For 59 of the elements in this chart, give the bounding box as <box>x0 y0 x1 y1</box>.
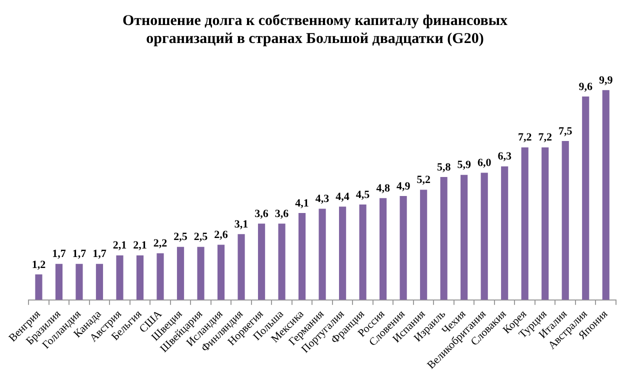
data-label: 4,8 <box>376 182 390 195</box>
data-label: 2,5 <box>194 231 208 244</box>
data-label: 9,6 <box>578 80 593 93</box>
data-label: 6,0 <box>477 157 492 170</box>
data-label: 6,3 <box>498 150 512 163</box>
data-label: 3,1 <box>234 218 248 231</box>
bar <box>176 246 184 300</box>
bar <box>339 206 346 300</box>
data-label: 1,2 <box>32 258 46 271</box>
data-label: 3,6 <box>254 208 269 220</box>
data-label: 4,1 <box>295 197 309 210</box>
bar <box>278 224 286 300</box>
bar <box>96 264 104 300</box>
bar <box>238 234 245 300</box>
bar <box>420 190 428 300</box>
data-label: 2,1 <box>133 240 147 252</box>
bar <box>501 166 508 300</box>
bar <box>136 255 144 300</box>
bar <box>582 96 590 300</box>
bar <box>116 255 124 300</box>
bar <box>197 246 204 300</box>
bar <box>480 172 488 300</box>
data-label: 9,9 <box>598 74 614 86</box>
bar <box>55 264 63 300</box>
data-label: 5,2 <box>416 174 431 186</box>
data-label: 2,5 <box>174 231 188 244</box>
data-label: 2,2 <box>153 238 168 250</box>
data-label: 4,4 <box>336 190 350 203</box>
bar <box>562 140 569 300</box>
bar <box>76 264 83 300</box>
data-label: 7,5 <box>558 125 573 138</box>
data-label: 7,2 <box>518 132 532 144</box>
bar <box>380 198 387 300</box>
data-label: 1,7 <box>52 248 66 260</box>
data-label: 4,3 <box>315 193 330 206</box>
bar <box>298 212 306 300</box>
bar <box>258 224 266 300</box>
data-label: 4,9 <box>396 180 411 192</box>
bar <box>542 147 549 300</box>
bar <box>156 253 164 300</box>
data-label: 2,6 <box>214 229 228 242</box>
bar <box>318 208 326 300</box>
bar <box>602 90 610 300</box>
bar <box>35 274 42 300</box>
bar <box>359 204 366 300</box>
bar <box>440 176 448 300</box>
bar <box>521 147 528 300</box>
bar <box>217 244 225 300</box>
chart-title: Отношение долга к собственному капиталу финансовых организаций в странах Большой двадцатки (G20) <box>122 12 508 47</box>
data-label: 5,9 <box>457 159 472 172</box>
data-label: 7,2 <box>538 132 552 144</box>
data-label: 3,6 <box>274 208 290 220</box>
data-label: 1,7 <box>72 248 87 260</box>
bar <box>460 174 468 300</box>
data-label: 5,8 <box>436 161 452 174</box>
data-label: 4,5 <box>356 188 370 201</box>
data-label: 2,1 <box>112 240 127 252</box>
data-label: 1,7 <box>92 248 107 260</box>
bar <box>400 196 407 300</box>
